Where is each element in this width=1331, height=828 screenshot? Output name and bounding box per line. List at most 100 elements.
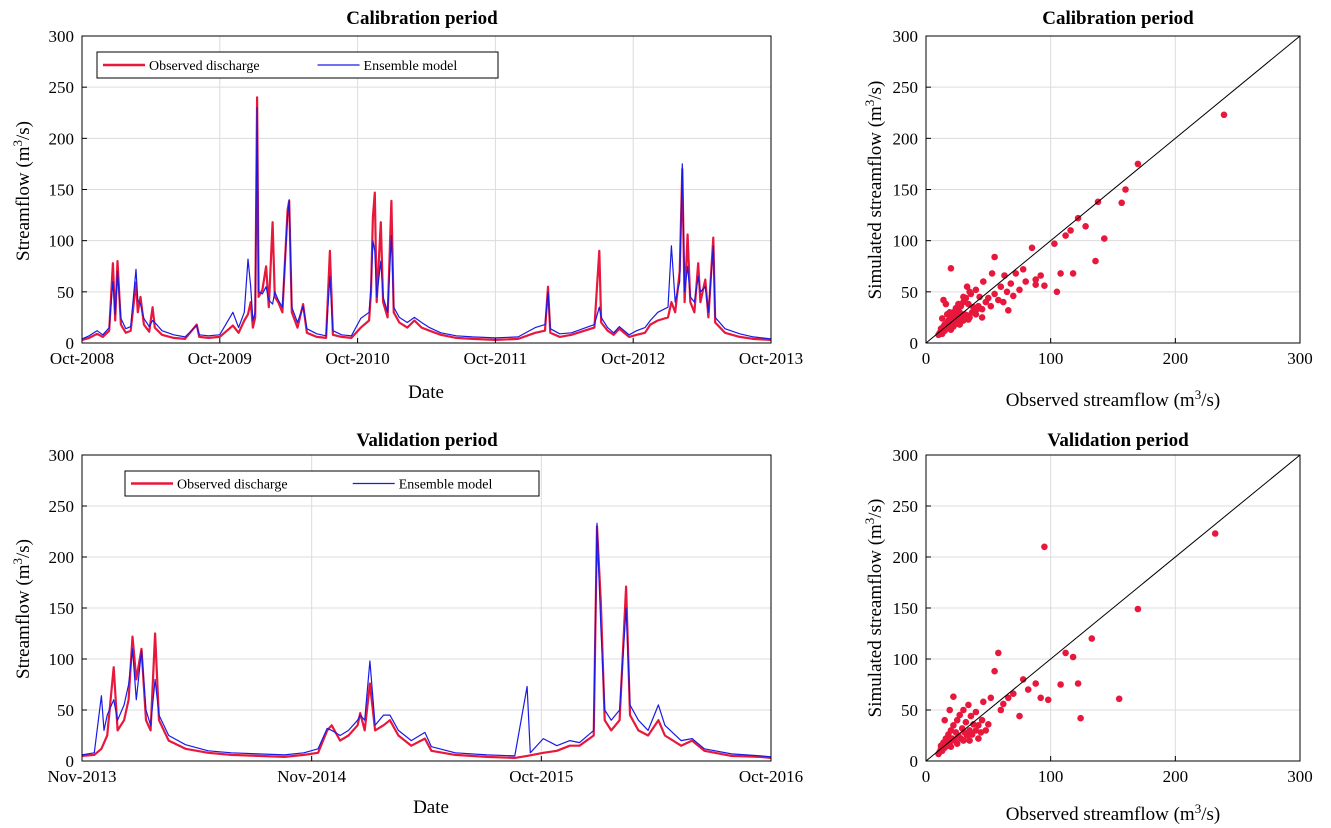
data-point — [966, 737, 973, 744]
data-point — [1016, 712, 1023, 720]
data-point — [995, 296, 1002, 304]
label-text: Simulated streamflow (m — [865, 524, 886, 717]
data-point — [956, 711, 963, 719]
data-point — [1012, 270, 1020, 277]
data-point — [947, 727, 955, 734]
x-axis-label: Observed streamflow (m3/s) — [1006, 387, 1220, 412]
data-point — [972, 708, 980, 716]
data-point — [955, 300, 962, 308]
y-tick-label: 200 — [893, 548, 919, 567]
data-point — [941, 716, 948, 724]
data-point — [960, 737, 967, 744]
x-tick-label: 300 — [1287, 767, 1313, 786]
y-tick-label: 300 — [49, 446, 75, 465]
data-point — [982, 727, 990, 734]
label-text: Streamflow (m — [13, 146, 34, 261]
data-point — [1069, 270, 1077, 277]
x-tick-label: Nov-2013 — [48, 767, 117, 786]
data-point — [1057, 270, 1064, 277]
data-point — [985, 294, 992, 302]
data-point — [967, 712, 975, 720]
unit-superscript: 3 — [1195, 801, 1202, 816]
chart-title: Validation period — [356, 430, 498, 451]
data-point — [942, 300, 950, 308]
data-point — [1028, 244, 1036, 252]
x-tick-label: Oct-2011 — [464, 349, 528, 368]
data-point — [1007, 280, 1015, 287]
ensemble-model-line — [81, 522, 772, 758]
data-point — [1092, 257, 1099, 265]
data-point — [1010, 690, 1017, 697]
plot-area: 0 50 100 150 200 250 300 Oct-2008 Oct-2009 Oct-20… — [49, 27, 804, 368]
legend: Observed discharge Ensemble model — [96, 51, 499, 79]
data-point — [953, 740, 961, 747]
y-tick-label: 0 — [66, 334, 75, 353]
data-point — [1082, 223, 1089, 230]
data-point — [950, 309, 957, 316]
y-tick-label: 0 — [66, 752, 75, 771]
data-point — [1044, 696, 1052, 704]
data-point — [1001, 272, 1008, 279]
x-tick-label: Nov-2014 — [277, 767, 346, 786]
y-tick-label: 0 — [910, 334, 919, 353]
observed-discharge-line — [81, 96, 771, 341]
calibration-scatter-panel: Calibration period 0 50 100 150 200 250 300 0 10… — [862, 8, 1313, 411]
data-point — [956, 321, 963, 328]
data-point — [966, 288, 973, 296]
data-point — [1019, 266, 1027, 273]
data-point — [1077, 714, 1084, 722]
x-tick-label: Oct-2015 — [509, 767, 573, 786]
y-tick-label: 200 — [49, 129, 75, 148]
y-tick-label: 100 — [49, 650, 75, 669]
y-axis-label: Streamflow (m3/s) — [10, 121, 35, 261]
calibration-timeseries-panel: Calibration period 0 50 100 150 200 250 300 Oct… — [10, 8, 804, 403]
data-point — [950, 693, 957, 700]
label-text: /s) — [1201, 390, 1220, 411]
y-tick-label: 0 — [910, 752, 919, 771]
data-point — [1016, 286, 1023, 294]
data-point — [1032, 276, 1039, 283]
label-text: Simulated streamflow (m — [865, 106, 886, 299]
y-tick-label: 50 — [57, 701, 74, 720]
legend-label-ensemble: Ensemble model — [364, 59, 458, 74]
y-tick-label: 200 — [893, 129, 919, 148]
data-point — [1088, 635, 1096, 642]
observed-discharge-line — [81, 525, 772, 759]
data-point — [1069, 653, 1077, 661]
y-tick-label: 250 — [893, 78, 919, 97]
data-point — [975, 722, 982, 729]
x-tick-label: Oct-2016 — [739, 767, 803, 786]
data-point — [1134, 160, 1142, 168]
label-text: Streamflow (m — [13, 564, 34, 679]
data-point — [995, 649, 1002, 657]
y-tick-label: 300 — [49, 27, 75, 46]
plot-area: 0 50 100 150 200 250 300 0 100 200 300 — [893, 27, 1313, 368]
data-point — [997, 283, 1005, 291]
legend-label-observed: Observed discharge — [177, 478, 288, 493]
y-tick-label: 50 — [901, 283, 918, 302]
data-point — [1005, 694, 1012, 702]
y-tick-label: 150 — [49, 181, 75, 200]
data-point — [1122, 186, 1129, 193]
y-tick-label: 300 — [893, 27, 919, 46]
unit-superscript: 3 — [10, 558, 25, 565]
label-text: /s) — [865, 81, 886, 100]
data-point — [975, 735, 982, 742]
data-point — [1053, 288, 1061, 296]
data-point — [938, 315, 946, 322]
data-point — [972, 286, 980, 294]
x-axis-label: Observed streamflow (m3/s) — [1006, 801, 1220, 826]
x-tick-label: Oct-2013 — [739, 349, 803, 368]
y-tick-label: 150 — [893, 181, 919, 200]
legend-box — [124, 470, 540, 497]
label-text: /s) — [1201, 804, 1220, 825]
data-point — [1010, 292, 1017, 300]
data-point — [972, 311, 980, 318]
x-tick-label: 100 — [1038, 349, 1064, 368]
data-point — [991, 667, 998, 675]
data-point — [1134, 605, 1142, 613]
data-point — [947, 743, 955, 750]
data-point — [1005, 307, 1012, 314]
data-point — [1067, 227, 1074, 234]
